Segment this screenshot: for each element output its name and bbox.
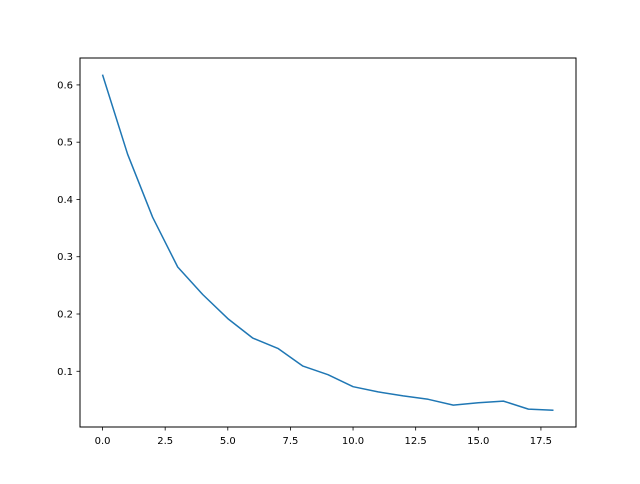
x-tick-label: 12.5 bbox=[405, 436, 427, 447]
x-tick-label: 10.0 bbox=[342, 436, 364, 447]
y-tick-label: 0.3 bbox=[57, 252, 73, 263]
y-tick-label: 0.4 bbox=[57, 195, 73, 206]
x-tick-label: 2.5 bbox=[157, 436, 173, 447]
plot-area bbox=[80, 58, 576, 427]
y-tick-label: 0.6 bbox=[57, 80, 73, 91]
y-tick-label: 0.2 bbox=[57, 310, 73, 321]
y-tick-label: 0.5 bbox=[57, 138, 73, 149]
x-tick-label: 7.5 bbox=[282, 436, 298, 447]
x-tick-label: 15.0 bbox=[467, 436, 489, 447]
x-tick-label: 5.0 bbox=[220, 436, 236, 447]
x-tick-label: 0.0 bbox=[95, 436, 111, 447]
y-tick-label: 0.1 bbox=[57, 367, 73, 378]
x-tick-label: 17.5 bbox=[530, 436, 552, 447]
